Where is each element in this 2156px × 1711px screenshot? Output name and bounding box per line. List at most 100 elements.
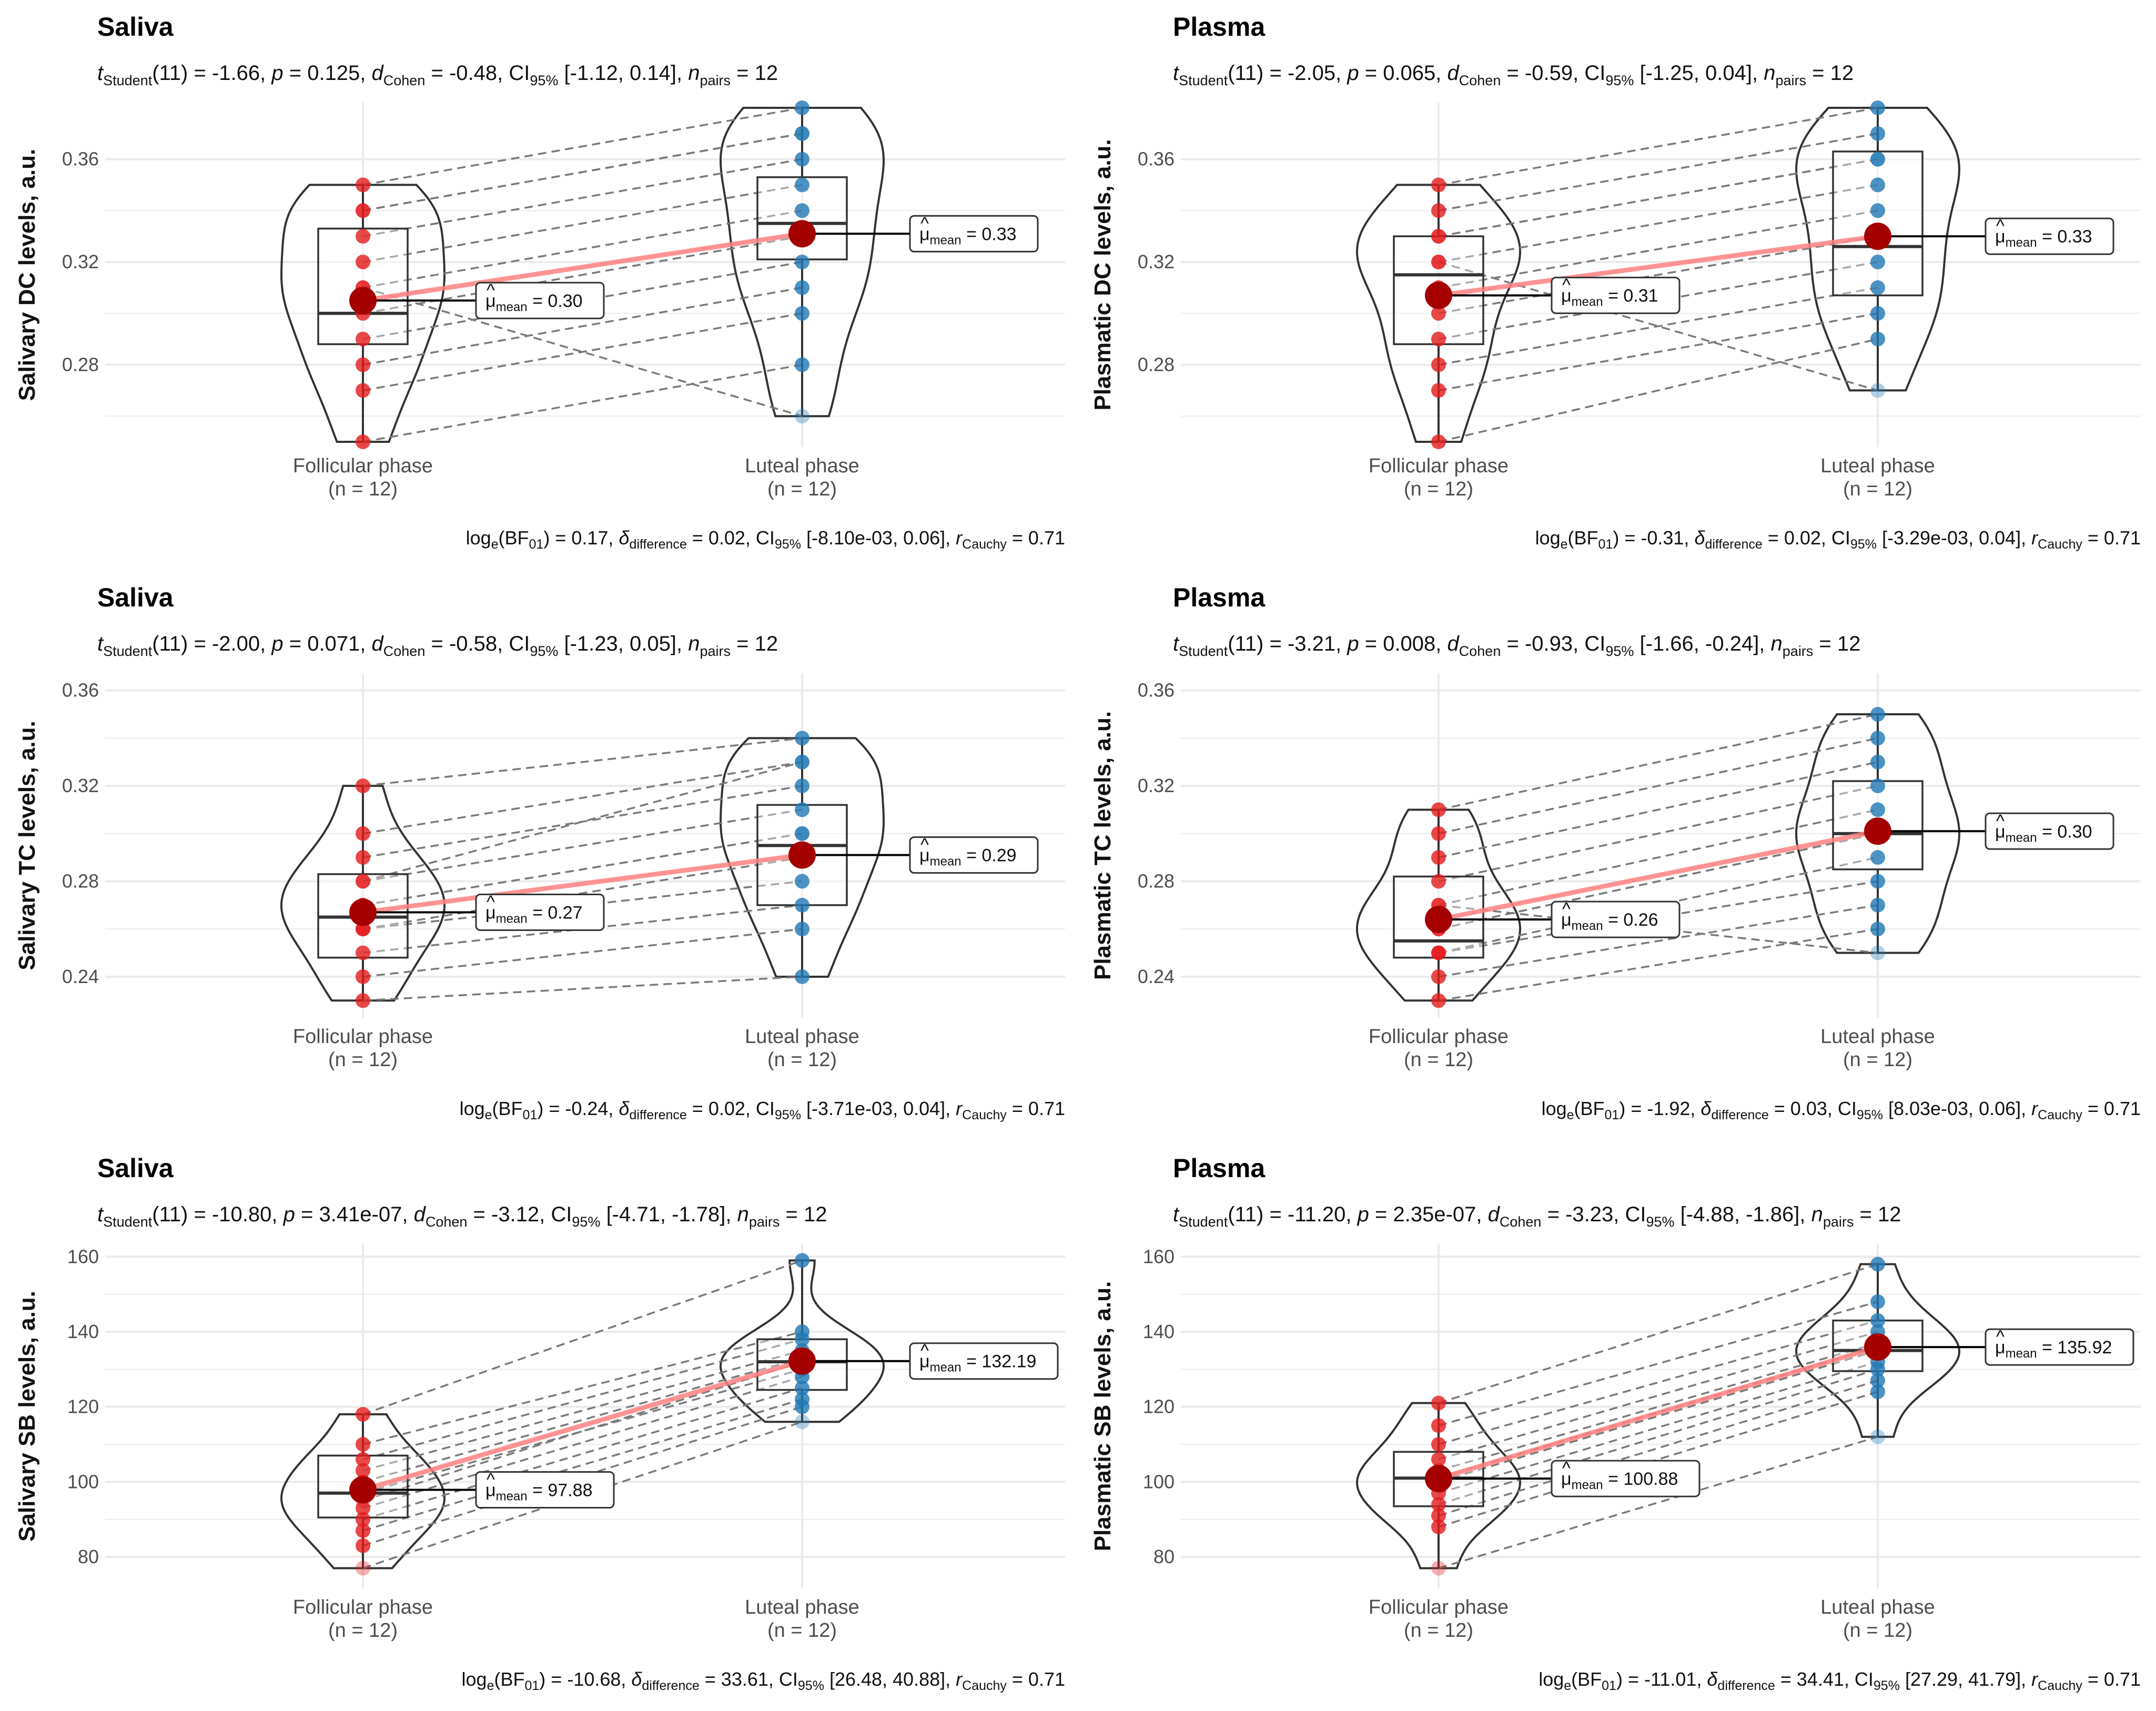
point-luteal	[1870, 754, 1885, 770]
point-follicular	[356, 1523, 370, 1538]
mean-trend-line	[1438, 234, 1878, 298]
pair-line	[1438, 1331, 1878, 1461]
point-follicular	[356, 203, 370, 218]
x-category-label: Luteal phase	[1820, 1026, 1935, 1048]
pair-line	[362, 808, 803, 883]
mean-trend-line	[362, 231, 803, 303]
pair-line	[362, 158, 803, 237]
mean-label-follicular-point	[349, 287, 377, 315]
y-axis-label: Plasmatic DC levels, a.u.	[1090, 139, 1116, 410]
pair-line	[362, 1375, 803, 1509]
point-follicular	[356, 826, 370, 841]
mean-label-follicular-hat: ^	[487, 893, 495, 913]
point-luteal	[1870, 151, 1885, 167]
mean-label-luteal-box	[909, 1342, 1059, 1380]
y-tick-label: 0.32	[1138, 251, 1175, 272]
point-follicular	[1431, 357, 1446, 372]
point-follicular	[1431, 802, 1446, 817]
bayes-caption: loge(BF01) = -11.01, δdifference = 34.41…	[1538, 1668, 2141, 1693]
pair-line	[1438, 1263, 1878, 1404]
point-follicular	[1431, 969, 1446, 984]
y-tick-label: 0.24	[62, 966, 99, 987]
point-luteal	[795, 100, 809, 115]
point-luteal	[1870, 1429, 1885, 1444]
point-follicular	[356, 1437, 370, 1452]
x-category-label: Luteal phase	[1820, 455, 1935, 477]
mean-label-follicular-box	[1551, 277, 1681, 315]
y-tick-label: 160	[67, 1246, 99, 1267]
point-luteal	[1870, 1294, 1885, 1309]
mean-label-follicular-hat: ^	[1562, 1459, 1571, 1479]
point-luteal	[795, 897, 809, 913]
stats-subtitle: tStudent(11) = -3.21, p = 0.008, dCohen …	[1173, 632, 1860, 659]
mean-label-luteal-point	[1864, 1333, 1891, 1361]
point-luteal	[1870, 1384, 1885, 1400]
pair-line	[362, 1331, 803, 1445]
mean-label-luteal-hat: ^	[920, 1341, 929, 1361]
y-tick-label: 0.32	[62, 775, 99, 796]
point-follicular	[356, 1452, 370, 1467]
point-follicular	[356, 945, 370, 960]
point-luteal	[1870, 1373, 1885, 1388]
point-follicular	[1431, 229, 1446, 244]
mean-label-follicular-box	[1551, 900, 1681, 938]
point-luteal	[795, 1253, 809, 1268]
violin-follicular	[280, 785, 446, 1002]
pair-line	[362, 1338, 803, 1461]
pair-line	[362, 928, 803, 978]
pair-line	[1438, 833, 1878, 930]
x-category-n: (n = 12)	[767, 478, 837, 500]
mean-label-luteal-point	[788, 841, 816, 869]
pair-line	[362, 1398, 803, 1532]
point-luteal	[795, 126, 809, 141]
point-follicular	[356, 229, 370, 244]
x-category-n: (n = 12)	[1843, 478, 1912, 500]
point-follicular	[1431, 945, 1446, 960]
point-luteal	[795, 826, 809, 841]
pair-line	[362, 363, 803, 443]
pair-line	[362, 1405, 803, 1547]
stats-subtitle: tStudent(11) = -1.66, p = 0.125, dCohen …	[97, 62, 778, 88]
point-luteal	[795, 357, 809, 372]
point-follicular	[1431, 1508, 1446, 1523]
point-luteal	[1870, 707, 1885, 722]
point-follicular	[1431, 874, 1446, 889]
point-luteal	[1870, 922, 1885, 937]
mean-label-follicular-hat: ^	[487, 1470, 495, 1490]
pair-line	[362, 1387, 803, 1521]
point-follicular	[356, 778, 370, 794]
mean-label-luteal-box	[909, 215, 1039, 252]
mean-label-luteal-point	[1864, 222, 1891, 250]
pair-line	[1438, 761, 1878, 858]
mean-label-luteal: μmean = 135.92	[1995, 1338, 2112, 1361]
y-tick-label: 120	[1143, 1396, 1175, 1418]
pair-line	[1438, 1319, 1878, 1445]
y-tick-label: 0.36	[62, 148, 99, 170]
mean-label-luteal: μmean = 0.30	[1995, 822, 2092, 845]
pair-line	[362, 312, 803, 392]
y-tick-label: 0.28	[62, 870, 99, 892]
x-category-n: (n = 12)	[1843, 1049, 1912, 1071]
x-category-label: Luteal phase	[745, 1026, 859, 1048]
point-luteal	[795, 255, 809, 270]
y-tick-label: 140	[67, 1321, 99, 1342]
pair-line	[362, 1421, 803, 1570]
violin-follicular	[1355, 184, 1522, 443]
pair-line	[1438, 209, 1878, 289]
mean-label-follicular: μmean = 0.27	[485, 903, 583, 926]
stats-subtitle: tStudent(11) = -2.05, p = 0.065, dCohen …	[1173, 62, 1854, 88]
pair-line	[362, 1259, 803, 1415]
mean-label-follicular-point	[1425, 281, 1452, 309]
mean-label-luteal-hat: ^	[920, 835, 929, 855]
violin-luteal	[1795, 1263, 1961, 1438]
point-luteal	[1870, 177, 1885, 193]
mean-label-follicular-hat: ^	[487, 280, 495, 300]
mean-label-follicular: μmean = 97.88	[485, 1480, 592, 1503]
violin-luteal	[1795, 107, 1961, 392]
pair-line	[362, 287, 803, 366]
panel-1: Plasma tStudent(11) = -2.05, p = 0.065, d…	[1090, 12, 2141, 552]
point-luteal	[795, 731, 809, 746]
point-follicular	[356, 203, 370, 218]
point-follicular	[356, 874, 370, 889]
x-category-n: (n = 12)	[328, 1049, 398, 1071]
